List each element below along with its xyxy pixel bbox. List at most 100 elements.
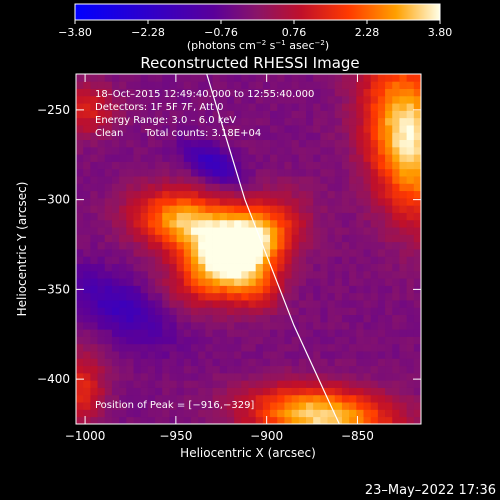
heatmap-pixel [90,300,98,308]
heatmap-pixel [140,176,149,184]
heatmap-pixel [111,380,120,388]
heatmap-pixel [83,190,91,199]
heatmap-pixel [277,307,285,316]
heatmap-pixel [385,336,393,345]
heatmap-pixel [104,117,113,126]
heatmap-pixel [119,139,127,148]
heatmap-pixel [183,409,192,418]
heatmap-pixel [320,139,328,148]
heatmap-pixel [334,263,343,272]
heatmap-pixel [270,168,278,177]
heatmap-pixel [226,110,235,119]
heatmap-pixel [147,249,156,257]
heatmap-pixel [399,270,408,279]
heatmap-pixel [291,307,300,316]
heatmap-pixel [320,154,328,162]
heatmap-pixel [104,132,113,141]
heatmap-pixel [90,168,98,177]
heatmap-pixel [205,81,213,89]
heatmap-pixel [219,285,228,294]
heatmap-pixel [147,372,156,381]
heatmap-pixel [284,168,293,177]
heatmap-pixel [327,81,336,89]
heatmap-pixel [298,292,307,301]
heatmap-pixel [255,168,264,177]
heatmap-pixel [205,329,213,337]
heatmap-pixel [341,256,350,264]
heatmap-pixel [126,183,134,192]
heatmap-pixel [126,234,134,243]
heatmap-pixel [147,205,156,213]
heatmap-pixel [119,168,127,177]
heatmap-pixel [334,146,343,155]
heatmap-pixel [413,321,422,330]
heatmap-pixel [205,212,213,221]
heatmap-pixel [291,125,300,133]
heatmap-pixel [320,132,328,141]
heatmap-pixel [298,263,307,272]
heatmap-pixel [226,365,235,374]
heatmap-pixel [306,103,314,111]
heatmap-pixel [277,402,285,410]
heatmap-pixel [133,336,142,345]
heatmap-pixel [212,219,221,228]
heatmap-pixel [255,154,264,162]
heatmap-pixel [341,321,350,330]
heatmap-pixel [176,365,185,374]
heatmap-pixel [162,336,170,345]
heatmap-pixel [234,168,242,177]
heatmap-pixel [341,249,350,257]
heatmap-pixel [399,358,408,367]
heatmap-pixel [126,132,134,141]
heatmap-pixel [385,139,393,148]
heatmap-pixel [363,402,372,410]
heatmap-pixel [83,402,91,410]
heatmap-pixel [320,190,328,199]
heatmap-pixel [320,234,328,243]
heatmap-pixel [392,125,400,133]
heatmap-pixel [119,183,127,192]
heatmap-pixel [298,139,307,148]
heatmap-pixel [262,88,271,97]
heatmap-pixel [392,402,400,410]
heatmap-pixel [133,256,142,264]
heatmap-pixel [155,103,163,111]
heatmap-pixel [90,358,98,367]
heatmap-pixel [334,292,343,301]
heatmap-pixel [76,212,84,221]
heatmap-pixel [406,190,415,199]
heatmap-pixel [356,314,364,323]
heatmap-pixel [76,263,84,272]
heatmap-pixel [162,402,170,410]
heatmap-pixel [298,241,307,250]
heatmap-pixel [176,219,185,228]
heatmap-pixel [226,285,235,294]
heatmap-pixel [219,227,228,235]
heatmap-pixel [191,387,199,396]
heatmap-pixel [248,358,257,367]
heatmap-pixel [104,314,113,323]
heatmap-pixel [298,365,307,374]
heatmap-pixel [262,234,271,243]
heatmap-pixel [162,219,170,228]
heatmap-pixel [147,219,156,228]
heatmap-pixel [147,212,156,221]
heatmap-pixel [76,278,84,286]
info-line-detectors: Detectors: 1F 5F 7F, Att 0 [95,102,223,113]
heatmap-pixel [392,314,400,323]
heatmap-pixel [284,234,293,243]
heatmap-pixel [191,234,199,243]
heatmap-pixel [155,117,163,126]
heatmap-pixel [327,380,336,388]
heatmap-pixel [277,117,285,126]
heatmap-pixel [327,249,336,257]
heatmap-pixel [234,278,242,286]
heatmap-pixel [90,249,98,257]
heatmap-pixel [385,110,393,119]
heatmap-pixel [320,161,328,170]
heatmap-pixel [406,103,415,111]
heatmap-pixel [255,292,264,301]
heatmap-pixel [219,372,228,381]
heatmap-pixel [341,132,350,141]
heatmap-pixel [349,132,357,141]
